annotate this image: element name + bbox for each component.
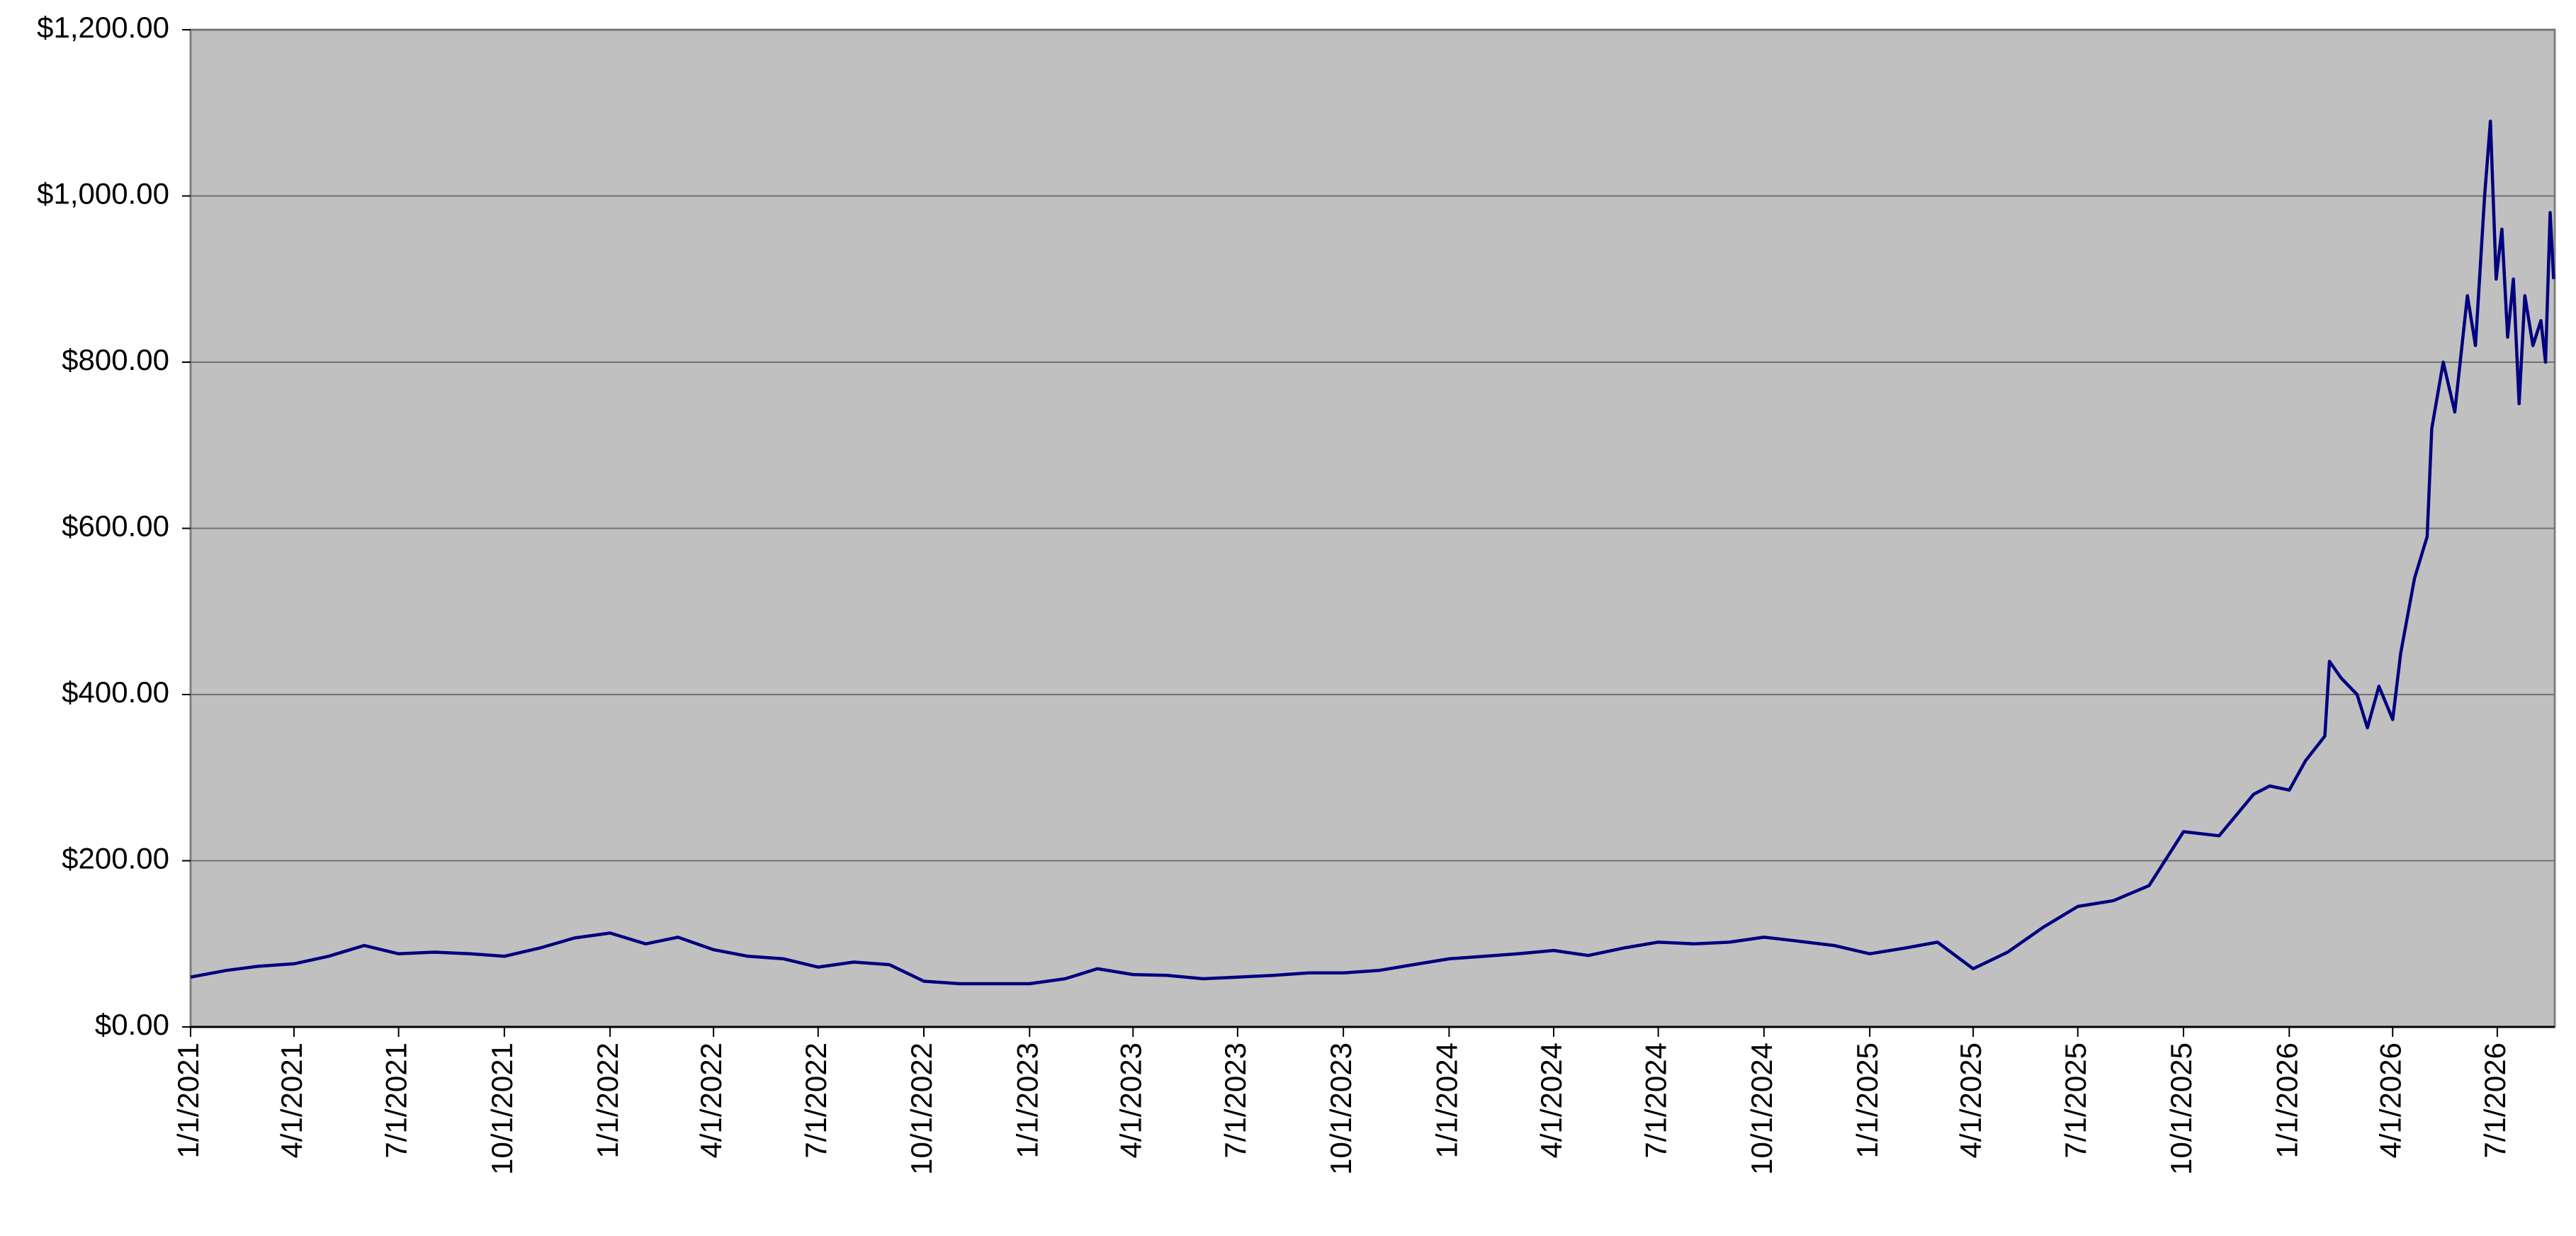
y-tick-label: $600.00 [62, 510, 169, 543]
x-tick-label: 4/1/2023 [1114, 1043, 1147, 1159]
x-tick-label: 10/1/2025 [2164, 1043, 2198, 1175]
x-tick-label: 7/1/2022 [799, 1043, 832, 1159]
x-tick-label: 10/1/2022 [905, 1043, 938, 1175]
x-tick-label: 7/1/2021 [380, 1043, 413, 1159]
x-tick-label: 4/1/2026 [2373, 1043, 2407, 1159]
x-tick-label: 10/1/2023 [1324, 1043, 1357, 1175]
price-line [190, 119, 2555, 986]
x-tick-label: 1/1/2024 [1430, 1043, 1463, 1159]
x-tick-label: 4/1/2024 [1535, 1043, 1568, 1159]
y-tick-label: $1,000.00 [37, 177, 169, 210]
x-tick-label: 1/1/2026 [2270, 1043, 2303, 1159]
x-tick-label: 4/1/2022 [694, 1043, 728, 1159]
x-tick-label: 7/1/2026 [2478, 1043, 2512, 1159]
x-tick-label: 7/1/2024 [1639, 1043, 1673, 1159]
y-tick-label: $200.00 [62, 842, 169, 875]
x-tick-label: 10/1/2024 [1745, 1043, 1778, 1175]
x-tick-label: 1/1/2022 [591, 1043, 624, 1159]
x-tick-label: 7/1/2023 [1219, 1043, 1252, 1159]
x-tick-label: 1/1/2021 [171, 1043, 205, 1159]
x-tick-label: 1/1/2023 [1010, 1043, 1044, 1159]
y-tick-label: $800.00 [62, 343, 169, 376]
x-tick-label: 7/1/2025 [2059, 1043, 2092, 1159]
x-tick-label: 1/1/2025 [1851, 1043, 1884, 1159]
x-tick-label: 4/1/2021 [275, 1043, 308, 1159]
x-tick-label: 4/1/2025 [1954, 1043, 1987, 1159]
x-tick-label: 10/1/2021 [485, 1043, 519, 1175]
y-tick-label: $400.00 [62, 675, 169, 709]
y-tick-label: $1,200.00 [37, 11, 169, 44]
y-tick-label: $0.00 [95, 1008, 169, 1041]
